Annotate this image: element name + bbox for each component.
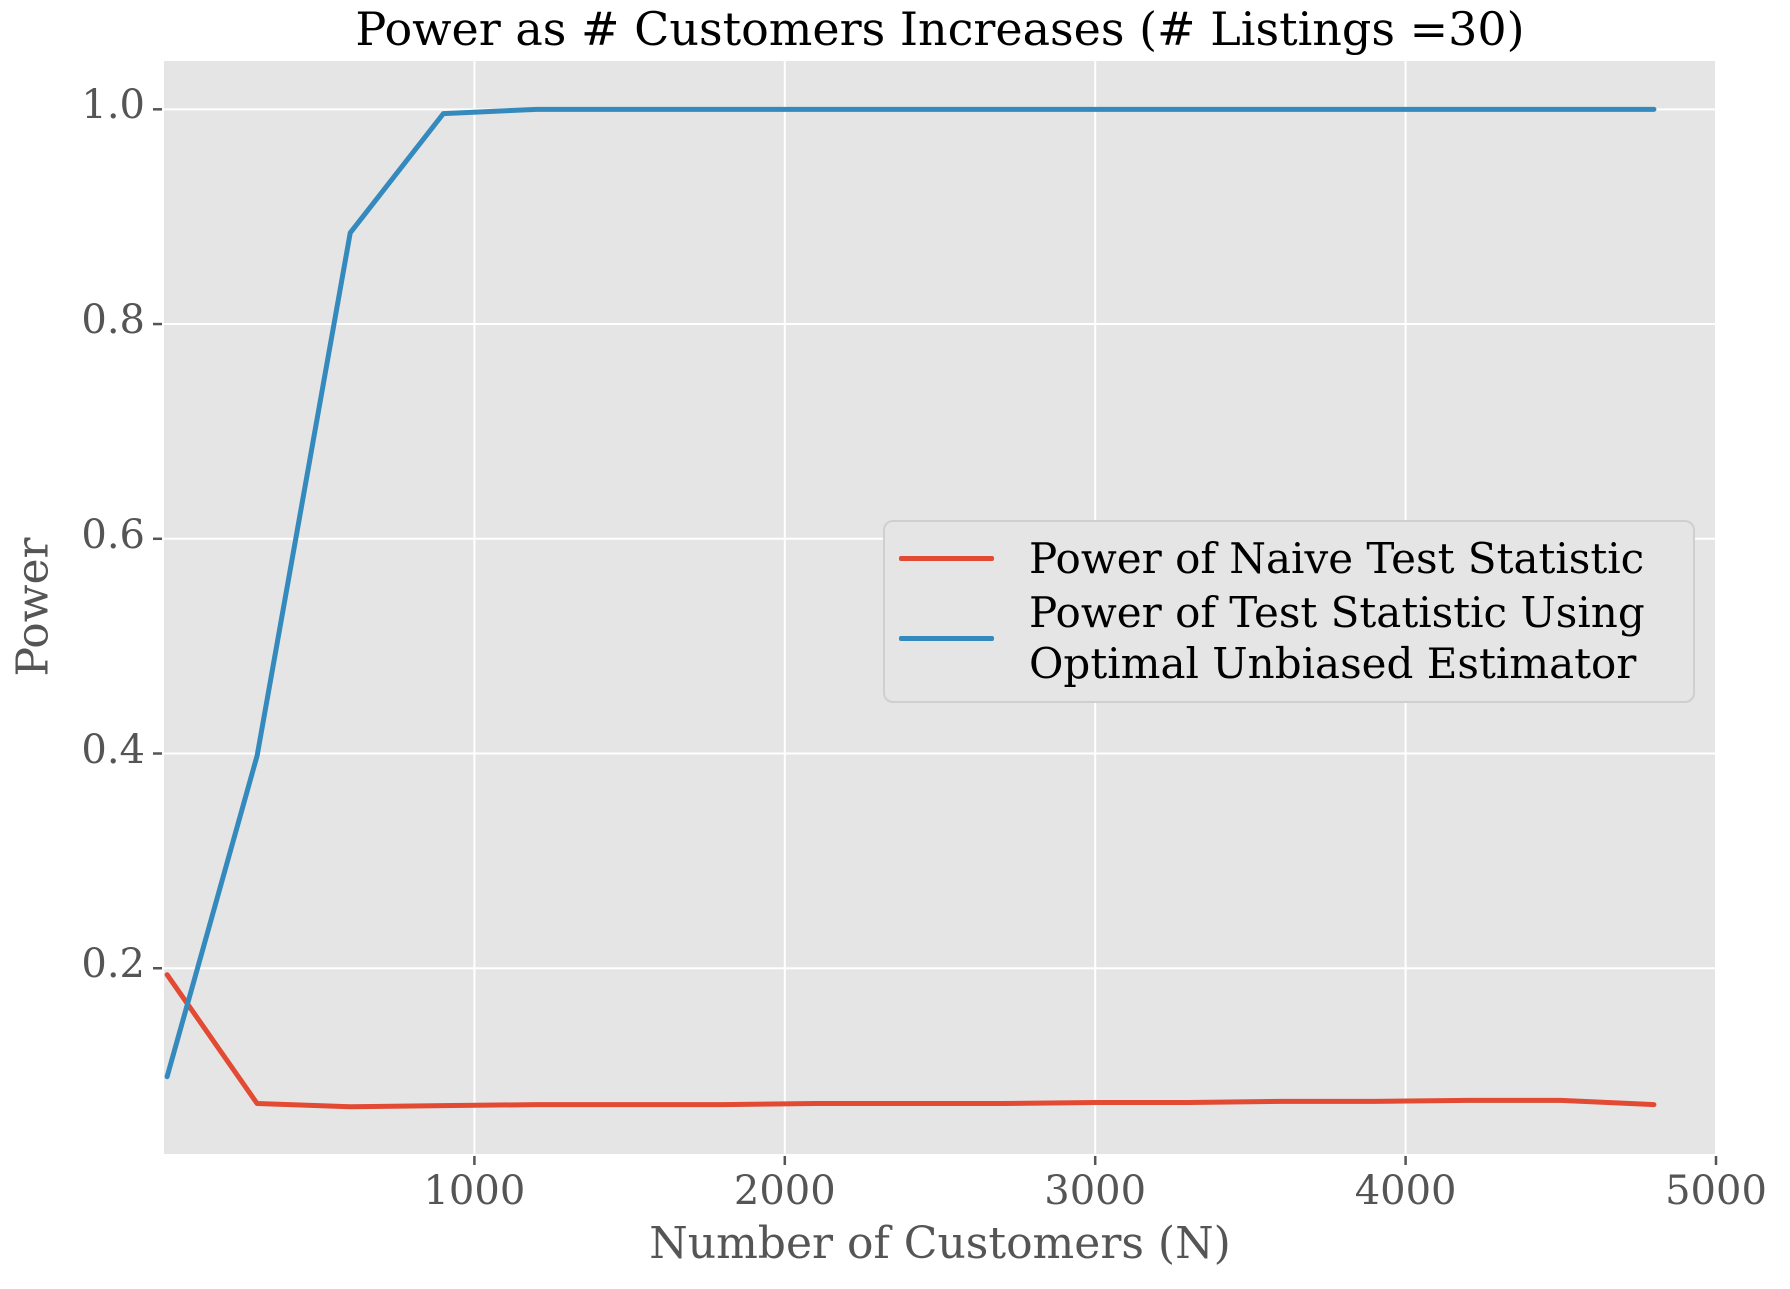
x-tick-label: 4000: [1354, 1168, 1457, 1214]
legend-label: Power of Test Statistic Using Optimal Unb…: [1029, 588, 1645, 689]
series-line-1: [164, 106, 1657, 1080]
legend-entry: Power of Naive Test Statistic: [899, 533, 1673, 584]
x-tick-label: 3000: [1044, 1168, 1147, 1214]
x-tick-label: 5000: [1665, 1168, 1767, 1214]
legend-entry: Power of Test Statistic Using Optimal Unb…: [899, 587, 1673, 689]
legend-label: Power of Naive Test Statistic: [1029, 534, 1645, 584]
y-tick-label: 1.0: [81, 82, 145, 129]
y-tick-label: 0.6: [81, 511, 145, 558]
y-axis-label: Power: [7, 537, 59, 677]
x-axis-label: Number of Customers (N): [649, 1218, 1231, 1269]
legend-line-sample: [899, 635, 994, 641]
y-tick-label: 0.8: [81, 297, 145, 344]
legend: Power of Naive Test Statistic Power of Te…: [883, 520, 1695, 703]
legend-line-sample: [899, 556, 994, 562]
y-tick-label: 0.4: [81, 726, 145, 773]
chart-title: Power as # Customers Increases (# Listin…: [355, 2, 1525, 56]
x-tick-label: 1000: [423, 1168, 526, 1214]
x-tick-label: 2000: [733, 1168, 836, 1214]
y-tick-label: 0.2: [81, 941, 145, 988]
series-line-0: [164, 972, 1657, 1110]
